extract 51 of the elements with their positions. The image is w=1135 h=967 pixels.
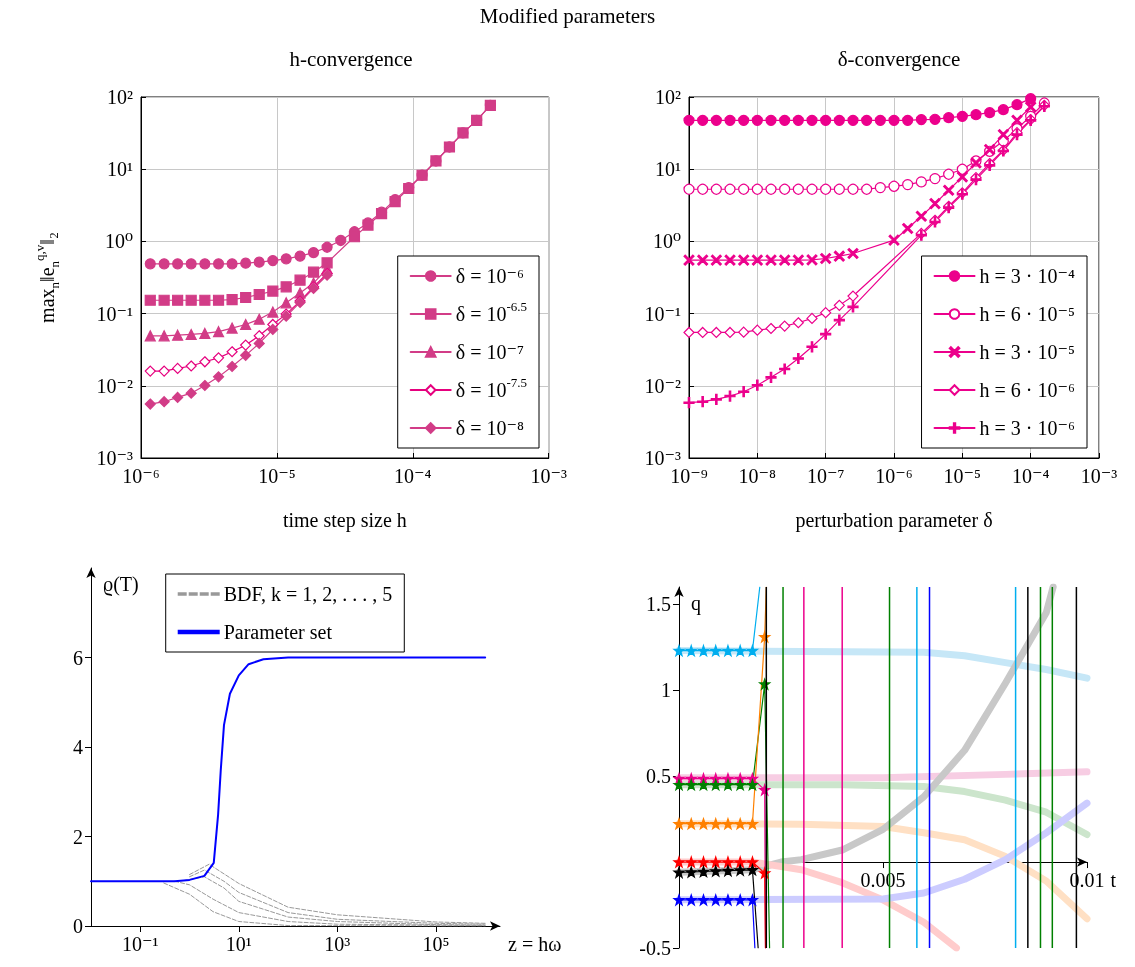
y-tick-label: 1 [661,679,671,702]
x-axis-title: time step size h [282,509,407,532]
legend-label: h = 3 · 10⁻⁶ [979,417,1076,439]
legend-label: h = 6 · 10⁻⁶ [979,379,1076,401]
y-tick-label: 0 [73,915,83,937]
legend-label: BDF, k = 1, 2, . . . , 5 [223,583,393,605]
y-tick-label: 4 [73,736,83,758]
x-tick-label: 10⁻⁵ [258,465,296,487]
x-tick-label: 10⁻³ [1080,465,1118,487]
x-tick-label: 10⁻⁵ [943,465,982,487]
y-tick-label: 10⁰ [104,230,133,253]
y-tick-label: 10² [107,86,133,108]
y-tick-label: -0.5 [639,937,671,959]
y-tick-label: 0.5 [646,765,671,788]
x-tick-label: 10⁻⁴ [394,465,432,487]
legend-label: δ = 10⁻⁸ [455,417,524,439]
y-tick-label: 10² [655,86,681,108]
x-tick-label: 10⁻⁷ [806,465,845,487]
legend-label: δ = 10⁻⁷ [455,341,524,363]
x-tick-label: 10³ [324,933,351,955]
y-tick-label: 10⁰ [652,230,681,253]
legend-label: h = 6 · 10⁻⁵ [979,303,1075,325]
legend-label: h = 3 · 10⁻⁵ [979,341,1075,363]
x-tick-label: 10⁵ [422,933,450,955]
chart-subtitle: h-convergence [289,46,413,71]
x-tick-label: 10⁻³ [530,465,567,487]
y-tick-label: 10¹ [655,158,681,181]
x-tick-label: 10¹ [225,933,252,955]
y-tick-label: 6 [73,646,83,669]
y-tick-label: 2 [73,825,83,848]
y-tick-label: 10⁻² [644,374,681,397]
y-axis-title: q [691,592,701,615]
y-axis-title: maxn‖enq,v‖₂ [32,232,62,323]
chart-title: Modified parameters [478,4,657,29]
x-tick-label: 10⁻⁴ [1011,465,1050,487]
x-axis-title: t [1110,869,1117,892]
legend-label: h = 3 · 10⁻⁴ [979,265,1076,287]
chart-title: δ-convergence [837,46,961,71]
y-tick-label: 10¹ [107,158,133,181]
y-tick-label: 10⁻¹ [644,302,681,325]
x-tick-label: 10⁻¹ [121,933,159,955]
y-tick-label: 10⁻² [96,374,133,397]
legend-label: Parameter set [223,621,333,643]
y-axis-title: ϱ(T) [103,573,139,596]
legend-label: δ = 10⁻⁶ [455,265,524,287]
x-tick-label: 10⁻⁶ [875,465,913,487]
y-tick-label: 1.5 [646,593,671,616]
x-axis-title: perturbation parameter δ [795,509,993,532]
x-tick-label: 10⁻⁸ [738,465,777,487]
y-tick-label: 10⁻¹ [96,302,133,325]
x-axis-title: z = hω [508,933,562,955]
